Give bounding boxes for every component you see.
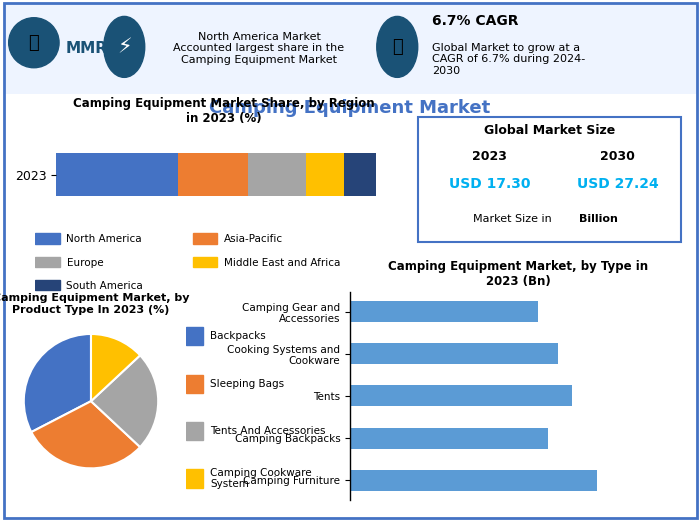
Bar — [193, 233, 217, 244]
Text: USD 27.24: USD 27.24 — [577, 177, 659, 191]
Title: Camping Equipment Market, by Type in
2023 (Bn): Camping Equipment Market, by Type in 202… — [388, 260, 648, 288]
Wedge shape — [91, 334, 140, 401]
Bar — [350, 469, 597, 491]
Text: Tents And Accessories: Tents And Accessories — [210, 426, 326, 436]
Bar — [306, 154, 344, 196]
Text: Middle East and Africa: Middle East and Africa — [224, 257, 340, 268]
Bar — [178, 154, 248, 196]
Title: Camping Equipment Market, by
Product Type In 2023 (%): Camping Equipment Market, by Product Typ… — [0, 293, 189, 315]
Text: Market Size in: Market Size in — [473, 214, 555, 224]
Bar — [344, 154, 376, 196]
Text: USD 17.30: USD 17.30 — [449, 177, 530, 191]
Text: Camping Equipment Market: Camping Equipment Market — [209, 99, 491, 117]
Bar — [186, 327, 203, 345]
Wedge shape — [91, 355, 158, 447]
Circle shape — [377, 16, 418, 78]
Bar — [186, 469, 203, 488]
Text: Billion: Billion — [579, 214, 618, 224]
Circle shape — [8, 18, 59, 68]
Text: 🌍: 🌍 — [29, 34, 39, 52]
Bar — [350, 301, 538, 322]
Text: MMR: MMR — [66, 41, 108, 56]
FancyBboxPatch shape — [419, 117, 680, 242]
Bar — [350, 386, 573, 406]
Text: Backpacks: Backpacks — [210, 331, 266, 341]
Bar — [193, 257, 217, 267]
Bar — [186, 422, 203, 440]
Bar — [350, 343, 557, 364]
Bar — [186, 375, 203, 393]
Text: 🔥: 🔥 — [392, 38, 402, 56]
Bar — [4, 3, 696, 94]
Circle shape — [104, 16, 145, 78]
Wedge shape — [32, 401, 140, 468]
Text: 2023: 2023 — [472, 150, 507, 163]
Bar — [350, 428, 547, 449]
Text: Camping Cookware
System: Camping Cookware System — [210, 468, 312, 489]
Text: ⚡: ⚡ — [117, 37, 132, 57]
Bar — [35, 257, 60, 267]
Text: South America: South America — [66, 281, 144, 291]
Bar — [35, 233, 60, 244]
Text: Global Market to grow at a
CAGR of 6.7% during 2024-
2030: Global Market to grow at a CAGR of 6.7% … — [433, 43, 585, 76]
Wedge shape — [24, 334, 91, 432]
Text: 2030: 2030 — [601, 150, 635, 163]
Text: North America Market
Accounted largest share in the
Camping Equipment Market: North America Market Accounted largest s… — [174, 32, 344, 65]
Text: Global Market Size: Global Market Size — [484, 124, 615, 137]
Bar — [56, 154, 178, 196]
Text: Asia-Pacific: Asia-Pacific — [224, 234, 283, 244]
Text: Europe: Europe — [66, 257, 103, 268]
Bar — [35, 280, 60, 290]
Title: Camping Equipment Market Share, by Region
in 2023 (%): Camping Equipment Market Share, by Regio… — [74, 97, 375, 125]
Text: Sleeping Bags: Sleeping Bags — [210, 379, 284, 389]
Text: 6.7% CAGR: 6.7% CAGR — [433, 14, 519, 28]
Text: North America: North America — [66, 234, 142, 244]
Bar — [248, 154, 306, 196]
